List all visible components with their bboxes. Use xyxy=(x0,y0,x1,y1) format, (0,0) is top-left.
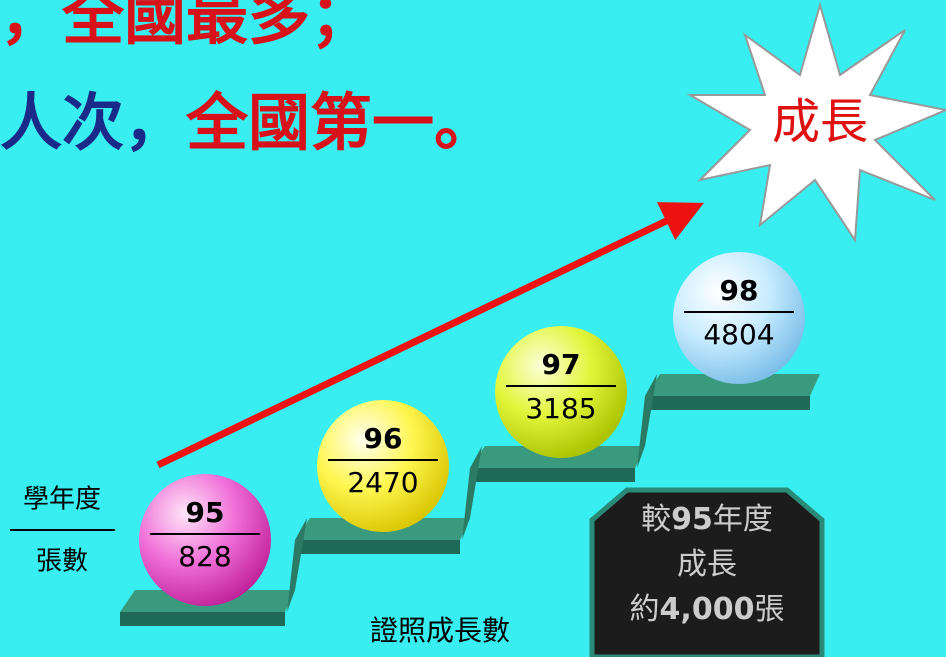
box-part: 年度 xyxy=(713,502,773,537)
ball-year: 97 xyxy=(542,348,581,381)
box-part: 成長 xyxy=(677,547,737,582)
burst-label: 成長 xyxy=(772,94,868,150)
box-part: 較 xyxy=(641,502,671,537)
box-part: 4,000 xyxy=(660,592,755,627)
step-riser xyxy=(287,518,307,612)
step-front xyxy=(295,540,460,554)
title: ，全國最多； 人次，全國第一。 xyxy=(0,0,496,159)
step-front xyxy=(120,612,285,626)
title-line: 人次，全國第一。 xyxy=(0,86,496,159)
ball-count: 828 xyxy=(178,540,231,573)
box-part: 95 xyxy=(671,502,713,537)
box-part: 約 xyxy=(630,592,660,627)
ball-year: 96 xyxy=(364,422,403,455)
box-part: 張 xyxy=(754,592,784,627)
step-riser xyxy=(462,446,482,540)
ball-year: 98 xyxy=(720,274,759,307)
slide: ，全國最多； 人次，全國第一。 成長 95 828 96 2470 97 3185 98 48… xyxy=(0,0,946,657)
caption: 證照成長數 xyxy=(370,614,510,647)
box-line: 約4,000張 xyxy=(630,592,785,627)
title-part: 全國第一。 xyxy=(185,86,496,159)
step-front xyxy=(470,468,635,482)
title-line: ，全國最多； xyxy=(0,0,372,53)
step-riser xyxy=(637,374,657,468)
ball-count: 2470 xyxy=(347,466,418,499)
title-part: 人次， xyxy=(0,86,186,159)
ball-count: 4804 xyxy=(703,318,774,351)
starburst: 成長 xyxy=(690,5,946,240)
ball-count: 3185 xyxy=(525,392,596,425)
box-line: 較95年度 xyxy=(641,502,773,537)
box-line: 成長 xyxy=(677,547,737,582)
legend-bottom: 張數 xyxy=(36,547,88,577)
ball-year: 95 xyxy=(186,496,225,529)
step-front xyxy=(645,396,810,410)
legend-top: 學年度 xyxy=(23,485,101,515)
legend: 學年度 張數 xyxy=(10,485,115,577)
